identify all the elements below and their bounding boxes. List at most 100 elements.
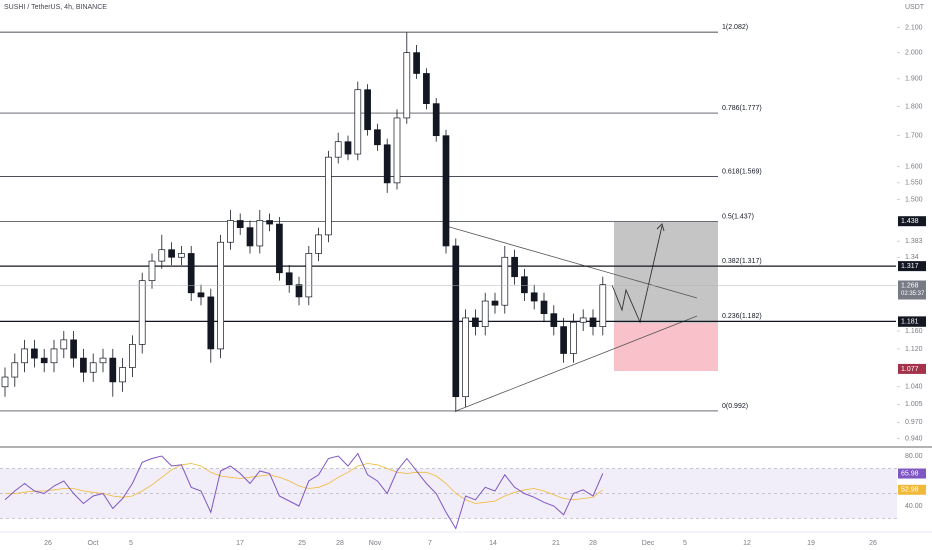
x-tick-label: 5 [129,540,133,547]
fib-label: 1(2.082) [722,24,748,31]
x-tick-label: Dec [642,540,655,547]
y-tick-label: 1.550 [905,180,923,187]
candle-body [325,156,332,236]
x-tick-label: 7 [428,540,432,547]
candle-body [570,321,577,354]
candle-body [442,135,450,247]
candle-body [236,220,244,228]
candle-body [462,317,469,398]
y-tick-label: 1.500 [905,196,923,203]
candle-body [217,241,224,350]
candle-body [481,300,489,327]
x-tick-label: 5 [683,540,687,547]
candle-body [374,129,381,146]
fib-label: 0.382(1.317) [722,258,762,265]
candle-body [21,348,28,364]
candle-body [129,344,136,368]
y-tick-label: 1.700 [905,133,923,140]
rsi-badge [898,484,926,495]
y-tick-label: 0.940 [905,435,923,442]
candle-body [423,73,430,104]
candle-body [383,144,391,184]
candle-body [599,284,607,327]
candle-body [579,317,587,323]
arrow-head [656,223,665,232]
rsi-tick-label: 80.00 [905,453,923,460]
x-tick-label: 14 [489,540,497,547]
x-tick-label: 19 [807,540,815,547]
candle-body [285,272,293,286]
data-layer: 2.100 2.000 1.900 1.800 1.700 1.600 1.550 1.500… [0,24,926,547]
price-badge-label: 1.077 [901,366,919,373]
rsi-values-line [4,452,604,530]
candle-body [31,348,38,359]
fib-label: 0.5(1.437) [722,213,754,220]
candle-body [550,313,558,327]
candle-body [491,300,499,306]
price-badge [898,316,926,327]
price-badge-label: 1.438 [901,218,919,225]
x-tick-label: 17 [236,540,244,547]
candle-body [80,357,87,373]
candle-body [276,223,283,274]
price-badge [898,261,926,272]
fib-label: 0(0.992) [722,403,748,410]
price-badge-label: 1.268 [901,282,919,289]
price-badge [898,280,926,300]
candle-body [403,52,411,119]
candle-body [89,362,97,373]
candle-body [11,362,19,378]
candle-body [197,292,205,298]
y-tick-label: 1.34 [905,254,919,261]
candle-body [207,296,215,350]
candle-body [452,245,460,398]
x-tick-label: 12 [743,540,751,547]
y-tick-label: 0.970 [905,419,923,426]
candle-body [40,357,48,364]
candle-body [432,103,440,137]
fib-label: 0.786(1.777) [722,105,762,112]
candle-body [256,220,264,247]
triangle-upper [445,225,698,299]
rsi-tick-label: 40.00 [905,503,923,510]
candle-body [295,284,303,298]
candle-body [70,339,77,359]
countdown: 02:35:37 [901,291,925,297]
candle-body [344,141,352,155]
x-tick-label: 26 [44,540,52,547]
candle-body [364,89,371,131]
y-tick-label: 2.000 [905,49,923,56]
candle-body [246,227,254,247]
rsi-badge-label: 52.98 [901,487,919,494]
candle-body [354,89,362,155]
y-tick-label: 1.800 [905,103,923,110]
candle-body [530,292,538,302]
candle-body [393,117,401,184]
candle-body [109,357,117,383]
candle-body [138,280,146,345]
candle-body [472,317,479,327]
candle-body [413,52,420,74]
rsi-badge [898,468,926,479]
y-tick-label: 1.600 [905,163,923,170]
stop-zone [614,323,718,371]
x-tick-label: Oct [88,540,99,547]
x-tick-label: 25 [298,540,306,547]
candle-body [50,348,58,364]
candle-body [158,249,166,262]
currency: USDT [905,4,925,11]
y-tick-label: 1.005 [905,401,923,408]
rsi-badge-label: 65.98 [901,470,919,477]
y-tick-label: 1.383 [905,238,923,245]
price-badge [898,363,926,374]
target-zone [614,222,718,323]
price-badge-label: 1.317 [901,263,919,270]
candle-body [521,276,528,294]
candle-body [305,253,313,298]
candle-body [315,234,322,254]
rsi-band [0,468,897,519]
y-tick-label: 1.160 [905,328,923,335]
candle-body [227,220,234,243]
candle-body [589,317,597,327]
